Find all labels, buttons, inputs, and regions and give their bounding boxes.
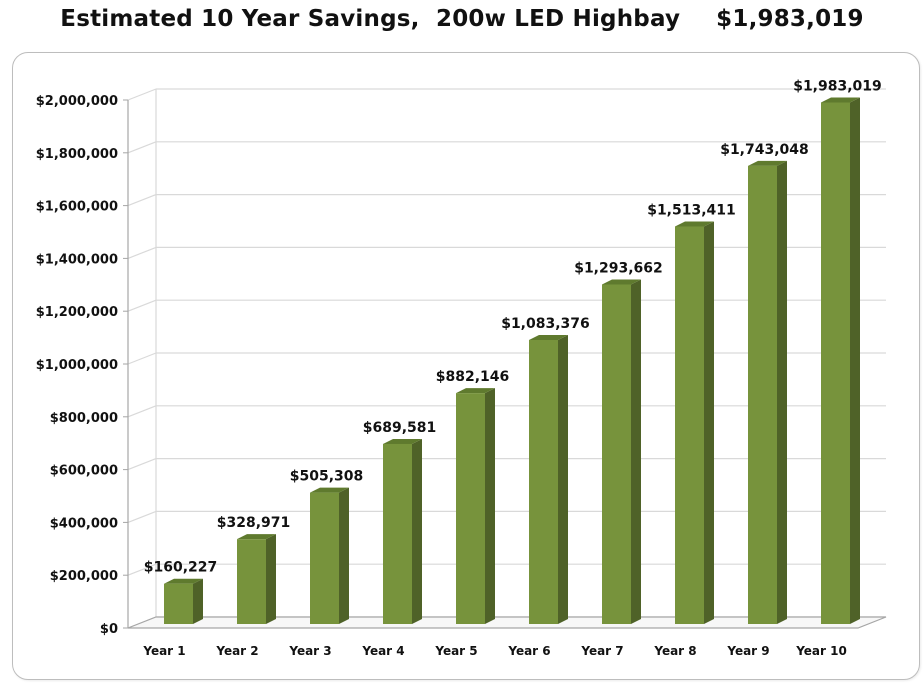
bar-top: [310, 487, 349, 493]
y-tick-label: $800,000: [50, 411, 118, 426]
bar: [529, 334, 568, 624]
bar-front: [602, 284, 631, 624]
bar-front: [529, 339, 558, 624]
data-label: $1,293,662: [574, 260, 663, 276]
x-category-label: Year 9: [726, 644, 769, 658]
bar-side: [704, 221, 714, 624]
bar-side: [193, 578, 203, 624]
side-wall-gridline: [127, 458, 157, 471]
side-wall-gridline: [127, 299, 157, 312]
x-category-label: Year 10: [795, 644, 847, 658]
y-tick-label: $0: [100, 622, 118, 637]
data-label: $882,146: [436, 369, 510, 385]
bar-top: [748, 160, 787, 166]
bar-top: [602, 279, 641, 285]
bar-side: [850, 97, 860, 625]
bar: [383, 438, 422, 624]
y-tick-label: $400,000: [50, 516, 118, 531]
chart-title-text: Estimated 10 Year Savings, 200w LED High…: [60, 6, 681, 32]
x-category-label: Year 4: [361, 644, 404, 658]
x-category-label: Year 6: [507, 644, 550, 658]
y-tick-label: $1,400,000: [36, 252, 118, 267]
x-category-label: Year 8: [653, 644, 696, 658]
bar: [310, 487, 349, 624]
bar: [748, 160, 787, 624]
bar-side: [485, 388, 495, 624]
data-label: $1,083,376: [501, 316, 590, 332]
side-wall-gridline: [127, 510, 157, 523]
bar: [821, 97, 860, 625]
data-label: $1,513,411: [647, 202, 736, 218]
x-category-label: Year 5: [434, 644, 477, 658]
bar-side: [266, 534, 276, 624]
bar-side: [631, 279, 641, 624]
bars: [164, 97, 860, 625]
y-tick-label: $1,800,000: [36, 147, 118, 162]
bar-side: [777, 160, 787, 624]
data-label: $505,308: [290, 469, 364, 485]
x-category-label: Year 1: [142, 644, 185, 658]
side-wall-gridline: [127, 246, 157, 259]
bar-top: [456, 388, 495, 394]
bar-side: [339, 487, 349, 624]
x-category-label: Year 3: [288, 644, 331, 658]
bar-top: [529, 334, 568, 340]
side-wall-gridline: [127, 194, 157, 207]
bar-top: [237, 534, 276, 540]
side-wall-gridline: [127, 141, 157, 154]
side-wall-gridline: [127, 352, 157, 365]
bar-front: [237, 539, 266, 624]
bar-top: [675, 221, 714, 227]
x-axis-category-labels: Year 1 Year 2 Year 3 Year 4 Year 5 Year 6 Year…: [142, 644, 846, 658]
bar: [602, 279, 641, 624]
bar-front: [821, 102, 850, 625]
bar-front: [748, 165, 777, 624]
y-tick-label: $600,000: [50, 464, 118, 479]
bar-side: [412, 438, 422, 624]
data-labels: $160,227 $328,971 $505,308 $689,581 $882,146…: [144, 78, 882, 575]
bar: [675, 221, 714, 624]
bar: [237, 534, 276, 624]
data-label: $1,743,048: [720, 142, 809, 158]
y-axis-tick-labels: $0 $200,000 $400,000 $600,000 $800,000 $1,000…: [36, 94, 118, 637]
bar: [164, 578, 203, 624]
bar-top: [383, 438, 422, 444]
bar-side: [558, 334, 568, 624]
bar-front: [164, 583, 193, 624]
data-label: $160,227: [144, 560, 218, 576]
bar: [456, 388, 495, 624]
y-tick-label: $1,200,000: [36, 305, 118, 320]
chart-title: Estimated 10 Year Savings, 200w LED High…: [0, 6, 924, 32]
data-label: $1,983,019: [793, 78, 882, 94]
x-category-label: Year 2: [215, 644, 258, 658]
y-tick-label: $200,000: [50, 569, 118, 584]
side-wall-gridline: [127, 563, 157, 576]
bar-front: [383, 443, 412, 624]
data-label: $328,971: [217, 515, 291, 531]
bar-front: [675, 226, 704, 624]
chart-total: $1,983,019: [716, 6, 864, 32]
y-tick-label: $2,000,000: [36, 94, 118, 109]
bar-front: [310, 492, 339, 624]
side-wall-gridline: [127, 88, 157, 101]
y-tick-label: $1,000,000: [36, 358, 118, 373]
bar-top: [821, 97, 860, 103]
bar-top: [164, 578, 203, 584]
side-wall-gridline: [127, 405, 157, 418]
data-label: $689,581: [363, 420, 437, 436]
x-category-label: Year 7: [580, 644, 623, 658]
y-tick-label: $1,600,000: [36, 200, 118, 215]
bar-front: [456, 393, 485, 624]
